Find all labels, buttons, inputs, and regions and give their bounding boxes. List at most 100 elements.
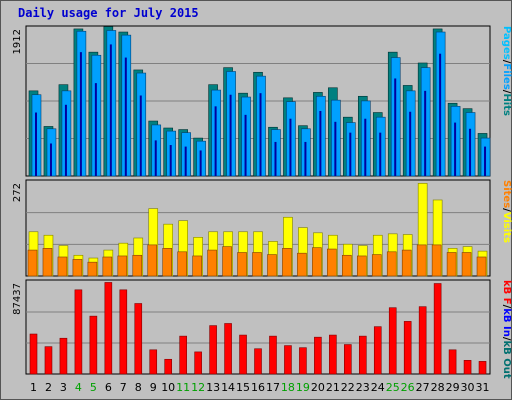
sites-bar bbox=[476, 256, 487, 277]
pages-bar bbox=[364, 118, 367, 176]
kbf-bar bbox=[104, 282, 113, 375]
legend-part: kB In bbox=[501, 308, 512, 337]
sites-bar bbox=[386, 251, 397, 277]
pages-bar bbox=[349, 132, 352, 176]
x-tick-label: 11 bbox=[176, 381, 190, 394]
chart-title: Daily usage for July 2015 bbox=[18, 6, 199, 20]
kbf-bar bbox=[164, 358, 173, 375]
kbf-bar bbox=[194, 351, 202, 375]
y-axis-legend-3: kB F/kB In/kB Out bbox=[501, 280, 512, 379]
sites-bar bbox=[356, 255, 367, 277]
sites-bar bbox=[252, 252, 262, 277]
pages-bar bbox=[484, 146, 487, 176]
kbf-bar bbox=[373, 326, 382, 375]
kbf-bar bbox=[44, 346, 53, 375]
kbf-bar bbox=[314, 336, 322, 375]
kbf-bar bbox=[358, 335, 367, 375]
sites-bar bbox=[222, 246, 232, 277]
x-tick-label: 29 bbox=[446, 381, 460, 394]
sites-bar bbox=[371, 254, 382, 277]
legend-part: Files bbox=[501, 63, 512, 89]
x-tick-label: 28 bbox=[431, 381, 445, 394]
legend-part: / bbox=[501, 208, 512, 212]
x-tick-label: 22 bbox=[341, 381, 355, 394]
pages-bar bbox=[334, 121, 337, 176]
x-tick-label: 6 bbox=[105, 381, 112, 394]
pages-bar bbox=[214, 106, 217, 176]
kbf-bar bbox=[478, 361, 487, 375]
x-tick-label: 15 bbox=[236, 381, 250, 394]
sites-bar bbox=[282, 248, 292, 277]
sites-bar bbox=[401, 249, 412, 277]
kbf-bar bbox=[29, 333, 38, 375]
kbf-bar bbox=[403, 321, 412, 375]
sites-bar bbox=[42, 248, 53, 277]
sites-bar bbox=[102, 256, 113, 277]
x-tick-label: 18 bbox=[281, 381, 295, 394]
pages-bar bbox=[79, 52, 82, 176]
y-axis-legend-2: Sites/Visits bbox=[501, 180, 512, 243]
x-tick-label: 14 bbox=[221, 381, 235, 394]
sites-bar bbox=[87, 261, 98, 277]
kbf-bar bbox=[254, 348, 262, 375]
sites-bar bbox=[117, 255, 128, 277]
sites-bar bbox=[327, 248, 337, 277]
x-tick-label: 13 bbox=[206, 381, 220, 394]
kbf-bar bbox=[134, 303, 143, 375]
x-tick-label: 7 bbox=[120, 381, 127, 394]
sites-bar bbox=[312, 247, 322, 277]
pages-bar bbox=[454, 122, 457, 176]
pages-bar bbox=[64, 104, 67, 176]
kbf-bar bbox=[89, 315, 98, 375]
sites-bar bbox=[147, 244, 158, 277]
pages-bar bbox=[424, 90, 427, 176]
pages-bar bbox=[199, 150, 202, 176]
pages-bar bbox=[469, 128, 472, 176]
sites-bar bbox=[162, 248, 173, 277]
x-tick-label: 31 bbox=[476, 381, 490, 394]
sites-bar bbox=[57, 256, 68, 277]
sites-bar bbox=[237, 252, 247, 277]
x-tick-label: 26 bbox=[401, 381, 415, 394]
pages-bar bbox=[229, 94, 232, 176]
kbf-bar bbox=[284, 345, 292, 375]
legend-part: / bbox=[501, 337, 512, 341]
pages-bar bbox=[319, 110, 322, 176]
kbf-bar bbox=[239, 334, 247, 375]
pages-bar bbox=[439, 53, 442, 176]
pages-bar bbox=[409, 111, 412, 176]
kbf-bar bbox=[224, 323, 232, 375]
x-tick-label: 12 bbox=[191, 381, 205, 394]
pages-bar bbox=[124, 57, 127, 176]
pages-bar bbox=[154, 140, 157, 176]
x-tick-label: 27 bbox=[416, 381, 430, 394]
pages-bar bbox=[394, 78, 397, 176]
sites-bar bbox=[342, 254, 352, 277]
x-tick-label: 9 bbox=[150, 381, 157, 394]
sites-bar bbox=[177, 251, 187, 277]
pages-bar bbox=[379, 132, 382, 176]
legend-part: Sites bbox=[501, 180, 512, 208]
pages-bar bbox=[169, 145, 172, 176]
legend-part: kB Out bbox=[501, 341, 512, 379]
kbf-bar bbox=[463, 360, 472, 375]
pages-bar bbox=[35, 112, 37, 176]
x-tick-label: 21 bbox=[326, 381, 340, 394]
sites-bar bbox=[267, 254, 277, 277]
pages-bar bbox=[304, 141, 307, 176]
pages-bar bbox=[259, 93, 262, 176]
legend-part: kB F bbox=[501, 280, 512, 305]
sites-bar bbox=[431, 244, 442, 277]
pages-bar bbox=[184, 146, 187, 176]
x-tick-label: 17 bbox=[266, 381, 280, 394]
x-tick-label: 19 bbox=[296, 381, 310, 394]
kbf-bar bbox=[149, 349, 158, 375]
x-tick-label: 2 bbox=[45, 381, 52, 394]
pages-bar bbox=[274, 141, 277, 176]
sites-bar bbox=[27, 249, 38, 277]
pages-bar bbox=[289, 118, 292, 176]
x-tick-label: 1 bbox=[30, 381, 37, 394]
sites-bar bbox=[297, 252, 307, 277]
y-axis-legend-1: Pages/Files/Hits bbox=[501, 26, 512, 116]
